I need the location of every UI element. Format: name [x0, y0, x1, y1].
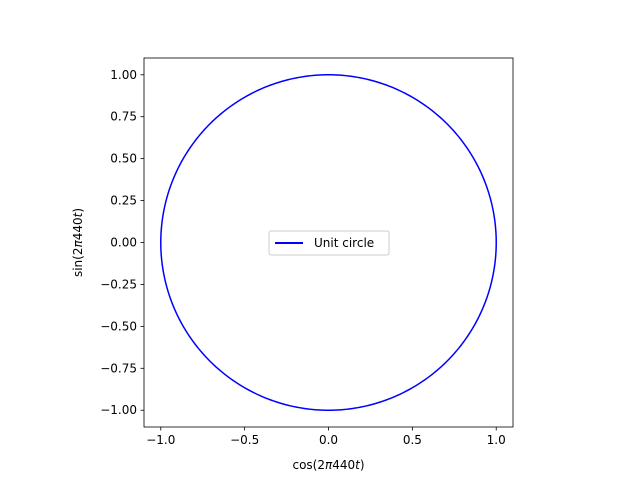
legend: Unit circle	[268, 230, 390, 256]
unit-circle-line	[160, 74, 497, 411]
y-axis-label: sin(2π440t)	[71, 208, 85, 277]
y-tick-label: 0.00	[110, 236, 137, 250]
x-tick-label: 0.5	[403, 433, 422, 447]
x-tick-label: −0.5	[230, 433, 259, 447]
plot-frame	[143, 57, 514, 428]
y-tick-label: −0.25	[100, 277, 137, 291]
legend-box	[268, 230, 390, 256]
y-tick-label: 0.75	[110, 110, 137, 124]
x-axis-label: cos(2π440t)	[292, 458, 364, 472]
y-tick-label: −1.00	[100, 403, 137, 417]
y-tick-label: 0.50	[110, 152, 137, 166]
legend-label-unit-circle: Unit circle	[314, 236, 374, 250]
y-tick-label: 1.00	[110, 68, 137, 82]
x-tick-label: −1.0	[146, 433, 175, 447]
y-tick-label: −0.75	[100, 361, 137, 375]
y-tick-label: −0.50	[100, 319, 137, 333]
x-tick-label: 0.0	[319, 433, 338, 447]
x-tick-label: 1.0	[487, 433, 506, 447]
x-axis-ticks: −1.0 −0.5 0.0 0.5 1.0	[146, 427, 506, 447]
y-tick-label: 0.25	[110, 194, 137, 208]
y-axis-ticks: −1.00 −0.75 −0.50 −0.25 0.00 0.25 0.50 0.75 1.00	[100, 68, 144, 417]
